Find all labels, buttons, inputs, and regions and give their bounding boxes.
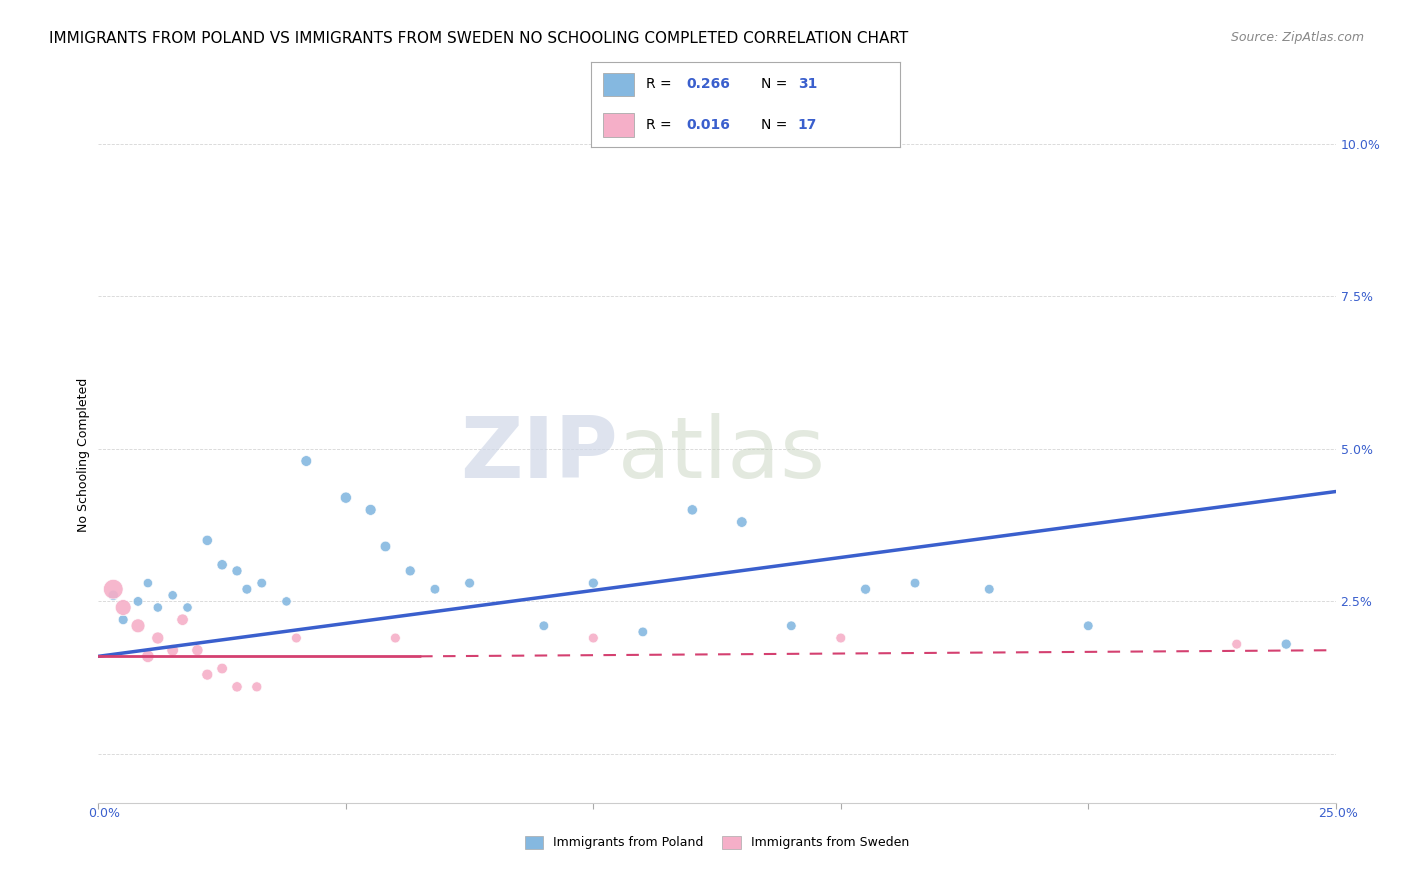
Text: 31: 31 bbox=[797, 78, 817, 92]
Text: 0.016: 0.016 bbox=[686, 118, 730, 132]
Point bbox=[533, 619, 555, 633]
Point bbox=[236, 582, 259, 597]
Point bbox=[162, 643, 184, 657]
Point bbox=[211, 661, 233, 675]
Point bbox=[226, 564, 249, 578]
Point bbox=[285, 631, 308, 645]
Point bbox=[146, 600, 169, 615]
Point bbox=[681, 503, 703, 517]
Point bbox=[226, 680, 249, 694]
Point bbox=[360, 503, 382, 517]
Point bbox=[374, 540, 396, 554]
Point bbox=[384, 631, 406, 645]
Point bbox=[582, 576, 605, 591]
Text: N =: N = bbox=[761, 78, 792, 92]
Point bbox=[295, 454, 318, 468]
Point bbox=[250, 576, 273, 591]
Point bbox=[146, 631, 169, 645]
Text: IMMIGRANTS FROM POLAND VS IMMIGRANTS FROM SWEDEN NO SCHOOLING COMPLETED CORRELAT: IMMIGRANTS FROM POLAND VS IMMIGRANTS FRO… bbox=[49, 31, 908, 46]
Point bbox=[162, 588, 184, 602]
Point bbox=[423, 582, 446, 597]
Text: R =: R = bbox=[647, 118, 676, 132]
FancyBboxPatch shape bbox=[603, 72, 634, 96]
Point bbox=[127, 619, 149, 633]
Point bbox=[136, 649, 159, 664]
FancyBboxPatch shape bbox=[603, 113, 634, 137]
Point bbox=[195, 533, 218, 548]
Point bbox=[582, 631, 605, 645]
Text: Source: ZipAtlas.com: Source: ZipAtlas.com bbox=[1230, 31, 1364, 45]
Y-axis label: No Schooling Completed: No Schooling Completed bbox=[77, 378, 90, 532]
Point bbox=[458, 576, 481, 591]
Point bbox=[631, 624, 654, 639]
Point bbox=[211, 558, 233, 572]
Point bbox=[855, 582, 877, 597]
Point bbox=[1226, 637, 1249, 651]
Text: 0.266: 0.266 bbox=[686, 78, 730, 92]
Text: R =: R = bbox=[647, 78, 676, 92]
Point bbox=[979, 582, 1001, 597]
Point bbox=[246, 680, 269, 694]
Legend: Immigrants from Poland, Immigrants from Sweden: Immigrants from Poland, Immigrants from … bbox=[519, 830, 915, 855]
Point bbox=[176, 600, 198, 615]
Point bbox=[103, 588, 125, 602]
Point bbox=[172, 613, 194, 627]
Point bbox=[112, 613, 135, 627]
Point bbox=[276, 594, 298, 608]
Text: 17: 17 bbox=[797, 118, 817, 132]
Point bbox=[731, 515, 754, 529]
Point bbox=[127, 594, 149, 608]
Point bbox=[1077, 619, 1099, 633]
Text: 25.0%: 25.0% bbox=[1319, 807, 1358, 821]
Point bbox=[830, 631, 852, 645]
Point bbox=[1275, 637, 1298, 651]
Text: atlas: atlas bbox=[619, 413, 827, 497]
Text: ZIP: ZIP bbox=[460, 413, 619, 497]
Point bbox=[186, 643, 208, 657]
Point bbox=[399, 564, 422, 578]
Point bbox=[136, 576, 159, 591]
Point bbox=[112, 600, 135, 615]
Point bbox=[780, 619, 803, 633]
Point bbox=[103, 582, 125, 597]
Point bbox=[335, 491, 357, 505]
Text: N =: N = bbox=[761, 118, 792, 132]
Point bbox=[904, 576, 927, 591]
Text: 0.0%: 0.0% bbox=[89, 807, 120, 821]
Point bbox=[195, 667, 218, 681]
